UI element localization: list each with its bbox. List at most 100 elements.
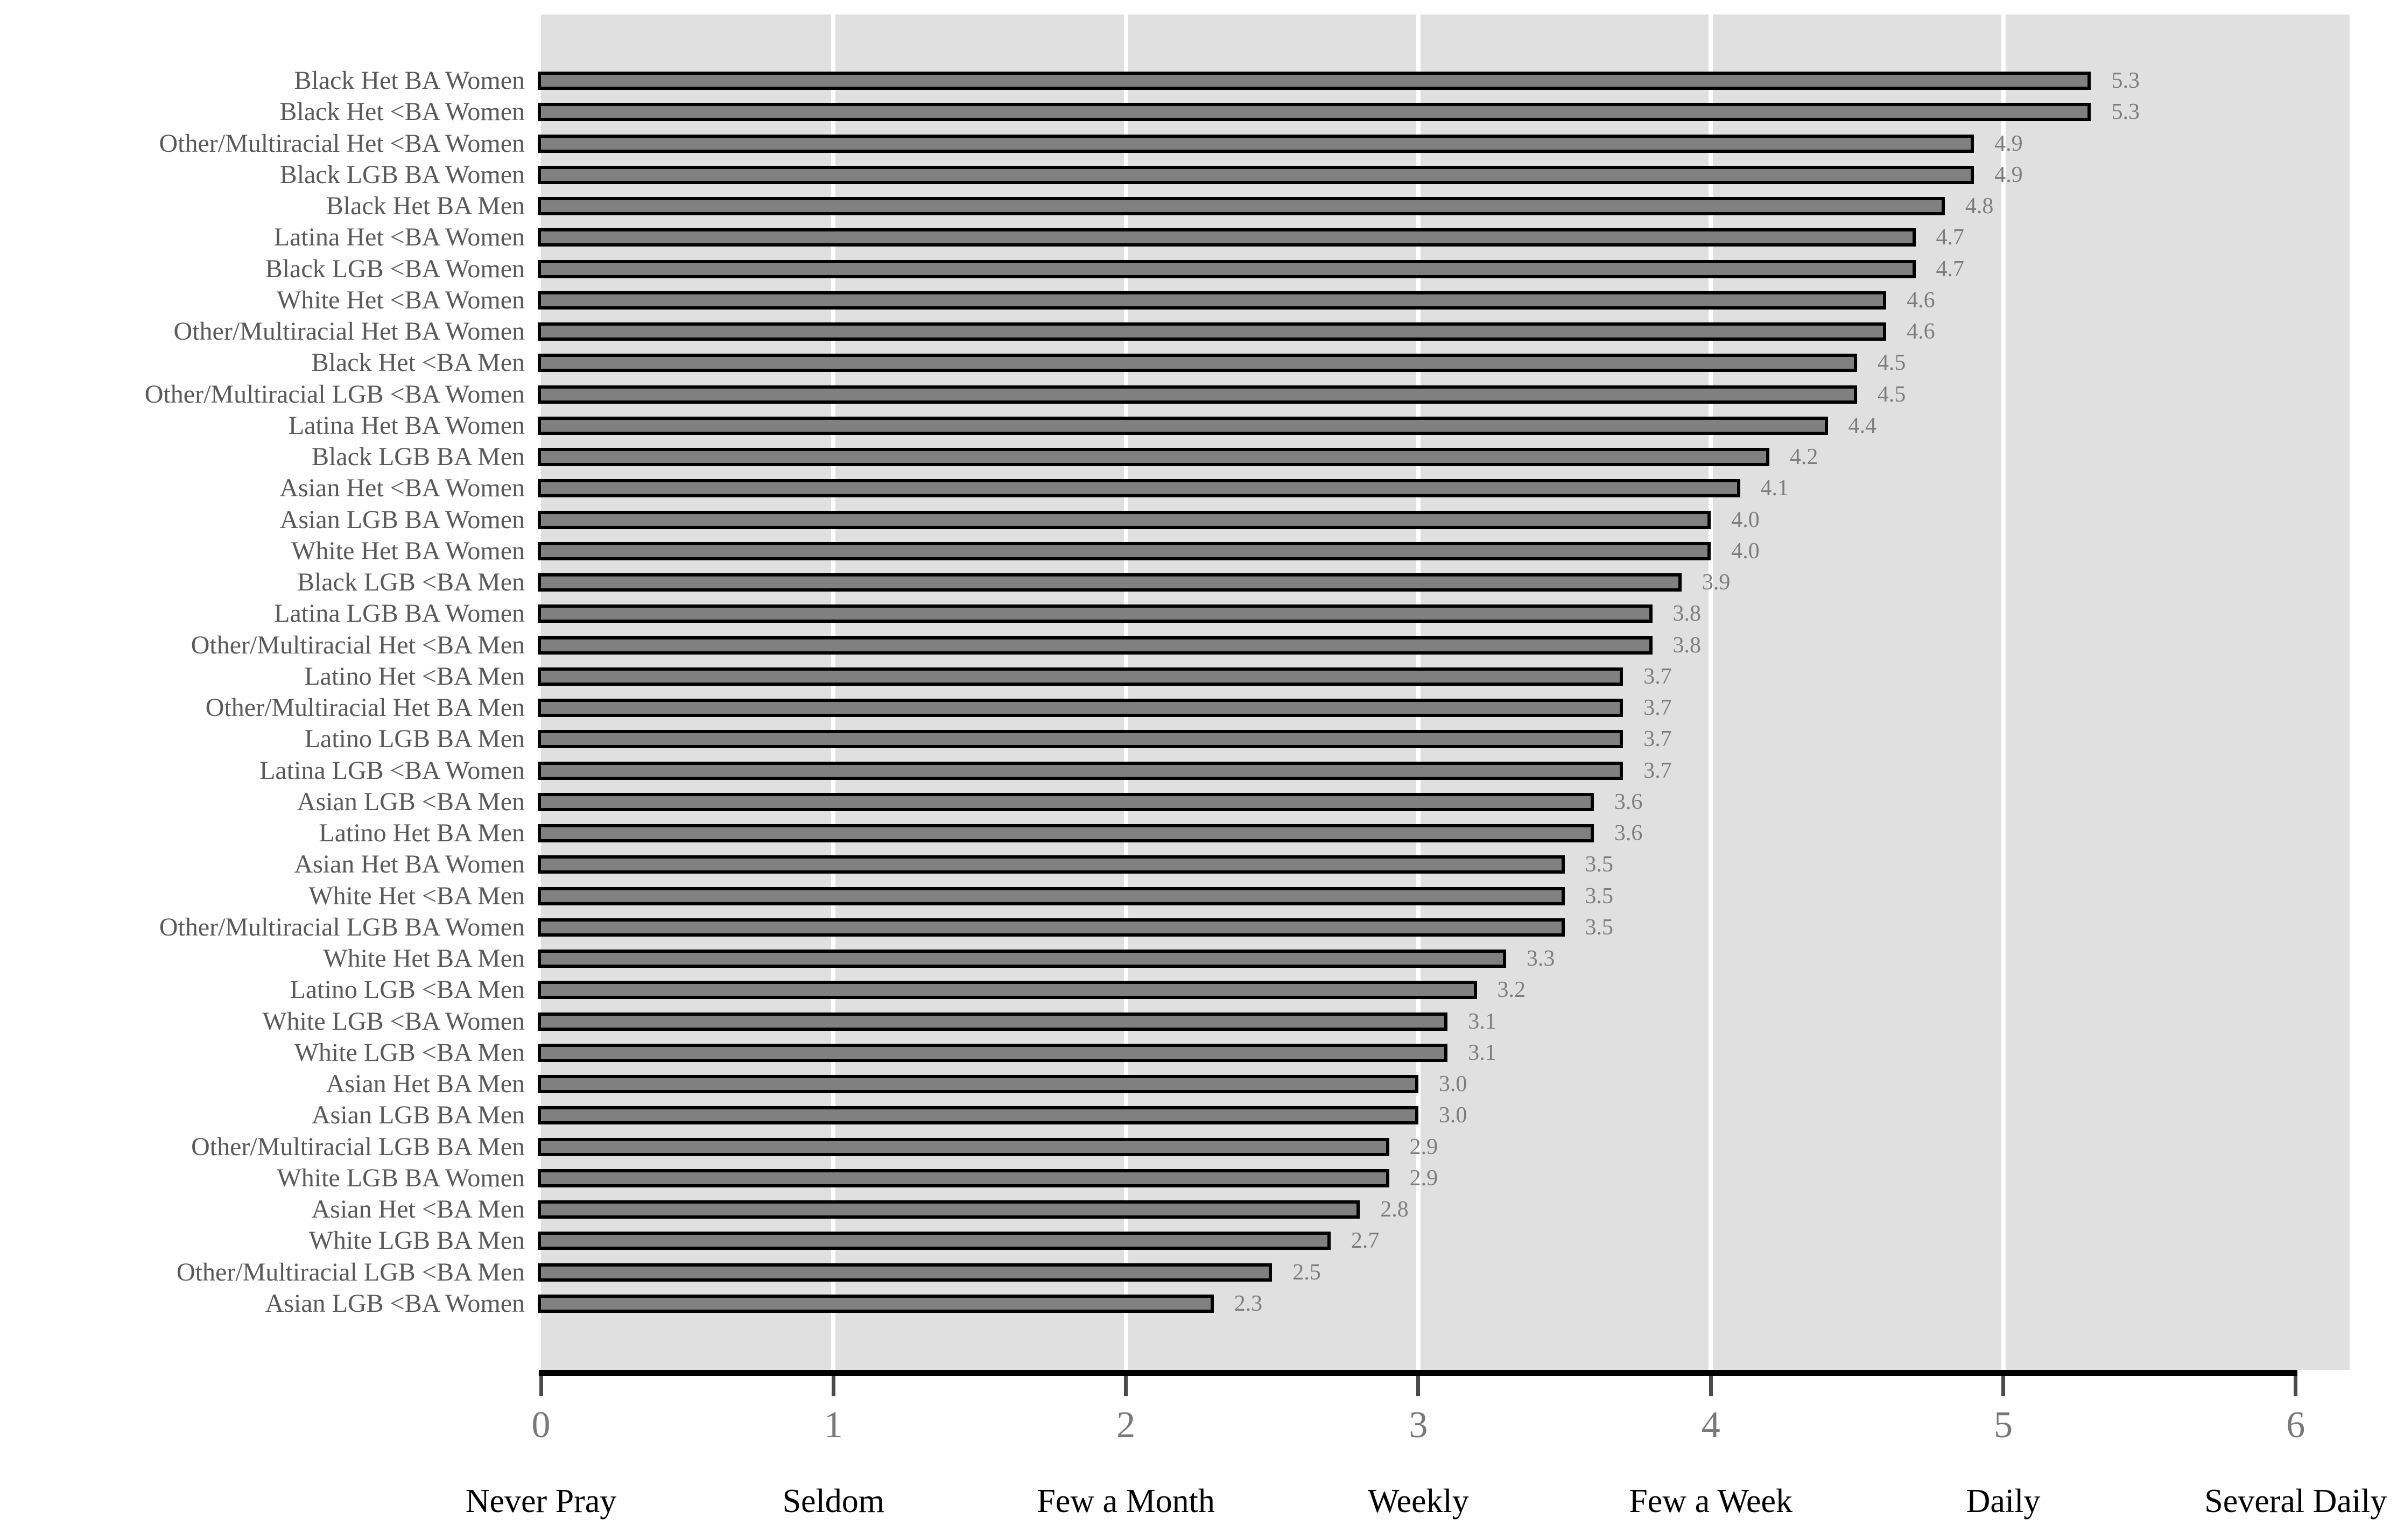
tick-mark-0: [539, 1376, 543, 1396]
bar-row: [538, 636, 1653, 655]
category-label: Asian Het <BA Men: [311, 1195, 525, 1223]
bar-row: [538, 792, 1594, 811]
bar-row: [538, 416, 1828, 435]
bar-value-label: 3.7: [1643, 758, 1672, 783]
bar-value-label: 5.3: [2111, 68, 2140, 93]
category-label: Black Het <BA Women: [279, 97, 525, 126]
category-label: White Het BA Women: [291, 536, 525, 565]
bar-row: [538, 573, 1682, 592]
bar-value-label: 3.6: [1614, 821, 1643, 846]
bar-row: [538, 197, 1945, 215]
gridline-3: [1416, 15, 1421, 1370]
bar-row: [538, 824, 1594, 842]
bar-value-label: 3.2: [1497, 978, 1526, 1003]
category-label: Black LGB <BA Women: [265, 254, 525, 283]
category-label: Asian Het BA Men: [326, 1070, 525, 1098]
bar-row: [538, 385, 1857, 404]
category-label: White Het BA Men: [323, 944, 525, 973]
category-label: Black LGB BA Men: [312, 442, 525, 471]
bar-row: [538, 699, 1623, 717]
category-label: Black LGB BA Women: [279, 160, 525, 189]
tick-word-label: Never Pray: [465, 1483, 617, 1520]
bar-row: [538, 322, 1887, 341]
category-label: White LGB BA Women: [277, 1163, 525, 1192]
tick-mark-5: [2001, 1376, 2005, 1396]
bar-row: [538, 1012, 1448, 1031]
bar-row: [538, 667, 1623, 686]
bar-value-label: 4.5: [1877, 382, 1906, 407]
tick-mark-3: [1416, 1376, 1421, 1396]
bar-row: [538, 354, 1857, 372]
bar-value-label: 4.9: [1994, 131, 2023, 156]
bar-value-label: 3.5: [1585, 852, 1614, 877]
plot-area: [541, 15, 2350, 1370]
tick-number-3: 3: [1409, 1404, 1428, 1446]
category-label: Latino Het <BA Men: [304, 662, 525, 691]
bar-row: [538, 1232, 1331, 1250]
bar-value-label: 3.1: [1468, 1040, 1496, 1065]
bar-value-label: 4.6: [1907, 319, 1935, 344]
category-label: Latina LGB BA Women: [274, 599, 525, 628]
bar-value-label: 2.7: [1351, 1228, 1380, 1254]
tick-word-label: Few a Week: [1629, 1483, 1793, 1520]
gridline-5: [2001, 15, 2006, 1370]
category-label: Latino Het BA Men: [319, 819, 525, 847]
bar-row: [538, 291, 1887, 310]
bar-row: [538, 887, 1565, 905]
bar-value-label: 4.0: [1731, 538, 1760, 564]
category-label: Latina Het BA Women: [288, 411, 525, 440]
bar-value-label: 4.9: [1994, 162, 2023, 187]
bar-row: [538, 1294, 1214, 1313]
bar-row: [538, 1263, 1273, 1282]
category-label: White Het <BA Women: [277, 285, 525, 314]
bar-row: [538, 259, 1916, 278]
category-label: Other/Multiracial Het BA Men: [205, 693, 525, 722]
bar-value-label: 3.7: [1643, 727, 1672, 752]
gridline-4: [1709, 15, 1713, 1370]
bar-row: [538, 479, 1740, 498]
bar-row: [538, 542, 1711, 560]
bar-row: [538, 448, 1769, 466]
gridline-2: [1123, 15, 1128, 1370]
tick-number-4: 4: [1701, 1404, 1720, 1446]
gridline-1: [831, 15, 836, 1370]
bar-value-label: 2.5: [1292, 1260, 1321, 1285]
bar-value-label: 2.8: [1380, 1197, 1409, 1222]
category-label: Other/Multiracial LGB <BA Men: [177, 1257, 525, 1286]
bar-value-label: 4.6: [1907, 287, 1935, 313]
category-label: Black Het BA Women: [294, 66, 525, 95]
category-label: White LGB BA Men: [308, 1226, 525, 1255]
tick-number-5: 5: [1994, 1404, 2013, 1446]
bar-value-label: 3.5: [1585, 883, 1614, 909]
bar-value-label: 5.3: [2111, 100, 2140, 125]
bar-value-label: 4.2: [1789, 445, 1818, 469]
category-label: Asian Het <BA Women: [279, 474, 525, 503]
tick-word-label: Seldom: [782, 1483, 885, 1520]
bar-value-label: 3.0: [1438, 1072, 1467, 1096]
bar-row: [538, 1137, 1389, 1156]
bar-row: [538, 855, 1565, 874]
bar-value-label: 4.0: [1731, 507, 1760, 532]
bar-row: [538, 165, 1974, 184]
bar-row: [538, 1043, 1448, 1062]
bar-row: [538, 1169, 1389, 1187]
bar-value-label: 2.9: [1409, 1134, 1438, 1159]
category-label: Latina Het <BA Women: [273, 223, 525, 252]
category-label: Other/Multiracial Het BA Women: [173, 317, 525, 346]
bar-value-label: 3.1: [1468, 1009, 1496, 1034]
category-label: Latina LGB <BA Women: [259, 756, 525, 785]
bar-row: [538, 228, 1916, 247]
tick-word-label: Daily: [1966, 1483, 2041, 1520]
bar-row: [538, 918, 1565, 937]
tick-mark-4: [1709, 1376, 1713, 1396]
bar-value-label: 4.4: [1848, 413, 1877, 438]
category-label: White LGB <BA Men: [294, 1038, 525, 1067]
category-label: Asian Het BA Women: [294, 850, 525, 879]
category-label: Other/Multiracial Het <BA Men: [191, 630, 525, 659]
tick-number-2: 2: [1116, 1404, 1136, 1446]
category-label: Latino LGB BA Men: [304, 725, 525, 754]
bar-value-label: 3.8: [1672, 601, 1702, 627]
bar-value-label: 4.7: [1936, 256, 1965, 282]
category-label: Other/Multiracial Het <BA Women: [159, 129, 525, 158]
